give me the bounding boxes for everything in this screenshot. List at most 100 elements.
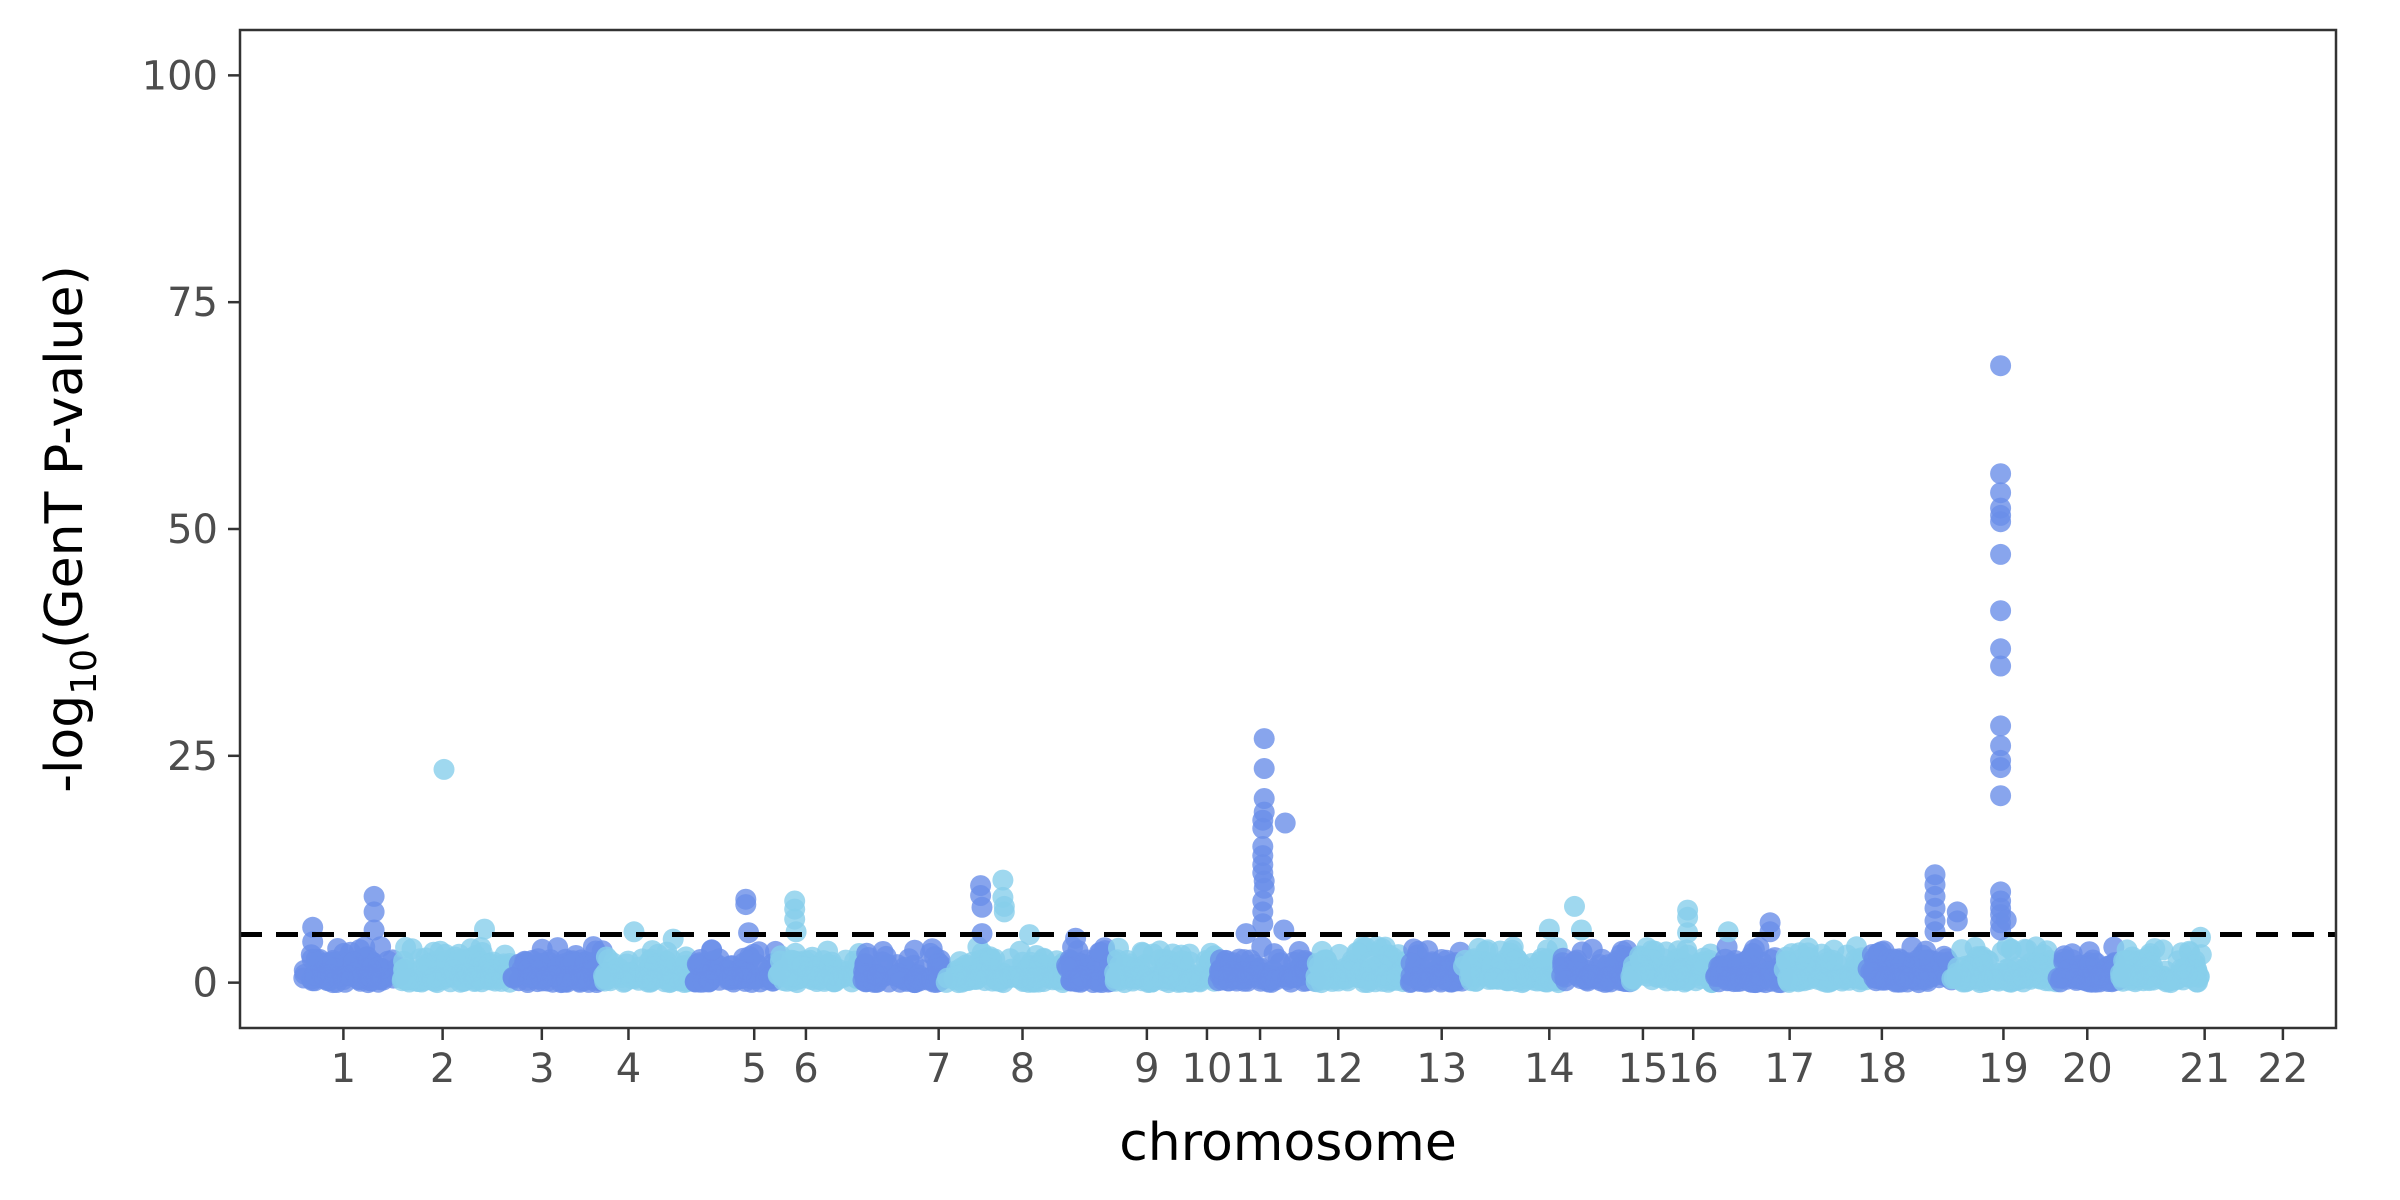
snp-point bbox=[1581, 965, 1603, 987]
significant-snp-point bbox=[1253, 758, 1275, 779]
snp-point bbox=[692, 971, 714, 993]
snp-point bbox=[1670, 960, 1691, 981]
significant-snp-point bbox=[1990, 735, 2012, 757]
snp-point bbox=[305, 965, 327, 986]
x-axis-title: chromosome bbox=[1119, 1113, 1457, 1173]
x-tick-label: 7 bbox=[926, 1046, 951, 1092]
significant-snp-point bbox=[474, 918, 495, 940]
significant-snp-point bbox=[1677, 906, 1699, 928]
snp-point bbox=[429, 940, 451, 962]
y-axis-title-suffix: (GenT P-value) bbox=[35, 265, 95, 649]
significant-snp-point bbox=[1717, 921, 1739, 943]
snp-point bbox=[1819, 971, 1841, 993]
snp-point bbox=[635, 969, 657, 991]
snp-point bbox=[2110, 966, 2132, 988]
snp-point bbox=[856, 942, 878, 964]
snp-point bbox=[1057, 957, 1079, 979]
snp-point bbox=[1867, 943, 1889, 964]
significant-snp-point bbox=[662, 928, 684, 950]
x-tick-label: 10 bbox=[1182, 1046, 1233, 1092]
significant-snp-point bbox=[433, 758, 455, 780]
snp-point bbox=[1420, 953, 1442, 974]
snp-point bbox=[561, 953, 583, 975]
x-tick-label: 1 bbox=[331, 1046, 356, 1092]
snp-point bbox=[1131, 965, 1153, 987]
significant-snp-point bbox=[623, 921, 645, 943]
snp-point bbox=[480, 969, 502, 991]
snp-point bbox=[453, 949, 475, 971]
snp-point bbox=[1158, 963, 1180, 985]
snp-point bbox=[1914, 965, 1936, 987]
snp-point bbox=[904, 939, 926, 961]
significant-snp-point bbox=[1995, 909, 2017, 931]
snp-point bbox=[397, 968, 419, 990]
x-axis: 1 2 3 4 5 6 7 8 9 10 11 12 13 14 15 16 17 18 19 20 21 22 bbox=[331, 1028, 2308, 1092]
snp-point bbox=[801, 965, 823, 987]
snp-point bbox=[981, 949, 1003, 971]
snp-point bbox=[1983, 968, 2005, 990]
snp-point bbox=[701, 939, 723, 961]
snp-point bbox=[1010, 966, 1032, 988]
snp-point bbox=[349, 939, 371, 961]
snp-point bbox=[948, 972, 969, 994]
snp-point bbox=[921, 938, 943, 960]
y-axis-title-subscript: 10 bbox=[64, 649, 105, 695]
snp-point bbox=[1462, 950, 1483, 971]
y-axis-title-prefix: -log bbox=[35, 695, 95, 793]
significant-snp-point bbox=[1924, 921, 1946, 943]
x-tick-label: 15 bbox=[1617, 1046, 1668, 1092]
significant-snp-point bbox=[363, 901, 385, 923]
snp-point bbox=[1333, 960, 1355, 982]
snp-point bbox=[2174, 957, 2195, 979]
x-tick-label: 18 bbox=[1856, 1046, 1907, 1092]
significant-snp-point bbox=[993, 901, 1015, 923]
snp-point bbox=[1070, 971, 1091, 993]
x-tick-label: 2 bbox=[430, 1046, 455, 1092]
snp-point bbox=[1378, 944, 1399, 966]
snp-point bbox=[1741, 971, 1763, 993]
snp-point bbox=[1142, 943, 1164, 965]
snp-point bbox=[1797, 942, 1819, 964]
snp-point bbox=[2047, 967, 2069, 989]
x-tick-label: 9 bbox=[1134, 1046, 1159, 1092]
snp-point bbox=[1857, 958, 1879, 980]
snp-point bbox=[781, 949, 802, 971]
snp-point bbox=[1280, 971, 1302, 993]
y-tick-label: 25 bbox=[167, 734, 218, 780]
snp-point bbox=[1288, 949, 1310, 971]
snp-point bbox=[1822, 949, 1844, 971]
snp-point bbox=[1885, 950, 1907, 972]
significant-snp-point bbox=[1990, 757, 2012, 779]
snp-point bbox=[1411, 970, 1433, 992]
significant-snp-point bbox=[1990, 600, 2012, 622]
significant-snp-point bbox=[1252, 817, 1274, 839]
significant-snp-point bbox=[1990, 655, 2012, 677]
snp-point bbox=[1742, 942, 1764, 964]
y-tick-label: 100 bbox=[142, 53, 218, 99]
snp-point bbox=[883, 965, 905, 987]
x-tick-label: 13 bbox=[1416, 1046, 1467, 1092]
significant-snp-point bbox=[1990, 355, 2012, 377]
snp-point bbox=[1104, 970, 1126, 992]
x-tick-label: 5 bbox=[741, 1046, 766, 1092]
x-tick-label: 8 bbox=[1010, 1046, 1035, 1092]
significant-snp-point bbox=[1253, 728, 1275, 750]
x-tick-label: 4 bbox=[616, 1046, 641, 1092]
significant-snp-point bbox=[1946, 910, 1968, 932]
significant-snp-point bbox=[971, 896, 993, 918]
snp-point bbox=[1222, 960, 1244, 982]
snp-point bbox=[367, 971, 389, 993]
snp-point bbox=[1996, 936, 2018, 958]
significant-snp-point bbox=[363, 885, 385, 907]
y-axis: 0 25 50 75 100 bbox=[142, 53, 240, 1007]
snp-point bbox=[1347, 942, 1369, 964]
significant-snp-point bbox=[1990, 715, 2012, 737]
snp-point bbox=[450, 971, 471, 993]
x-tick-label: 14 bbox=[1524, 1046, 1575, 1092]
snp-point bbox=[1604, 953, 1626, 975]
snp-point bbox=[1901, 936, 1923, 958]
y-tick-label: 50 bbox=[167, 507, 218, 553]
significant-snp-point bbox=[1019, 924, 1040, 946]
snp-point bbox=[1686, 953, 1708, 975]
